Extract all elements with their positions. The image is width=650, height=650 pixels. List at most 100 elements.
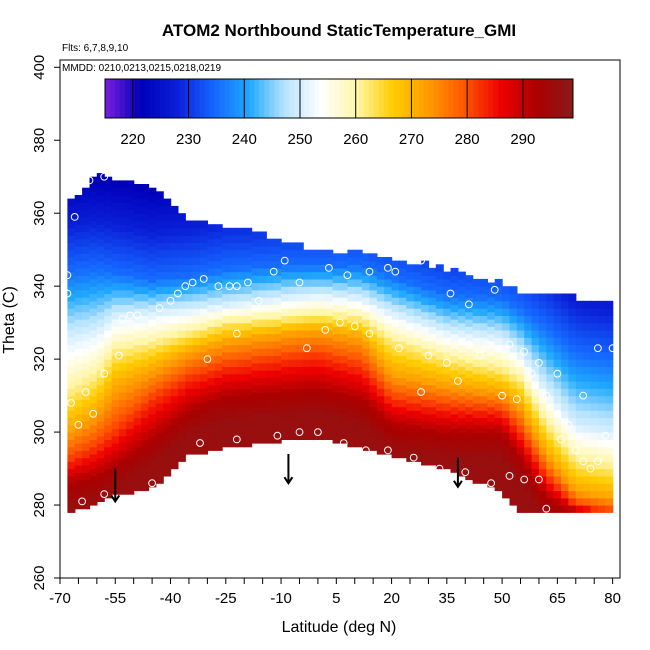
heatmap-cell [185, 220, 194, 229]
heatmap-cell [376, 322, 385, 331]
heatmap-cell [391, 399, 400, 408]
heatmap-cell [200, 366, 208, 375]
heatmap-cell [141, 454, 150, 462]
heatmap-cell [281, 257, 290, 265]
heatmap-cell [516, 497, 525, 506]
colorbar-swatch [443, 79, 450, 118]
heatmap-cell [494, 417, 503, 426]
heatmap-cell [443, 373, 452, 382]
obs-point [280, 256, 289, 265]
heatmap-cell [141, 329, 150, 338]
heatmap-cell [487, 333, 496, 342]
heatmap-cell [575, 366, 584, 375]
heatmap-cell [369, 377, 378, 386]
heatmap-cell [126, 457, 135, 466]
heatmap-cell [67, 286, 76, 295]
heatmap-cell [177, 417, 186, 426]
heatmap-cell [524, 337, 533, 346]
y-tick-label: 340 [31, 274, 48, 299]
heatmap-cell [82, 392, 91, 400]
heatmap-cell [406, 381, 415, 389]
heatmap-cell [332, 267, 341, 276]
heatmap-cell [89, 461, 98, 470]
heatmap-cell [155, 293, 164, 302]
heatmap-cell [524, 468, 533, 477]
heatmap-cell [288, 388, 297, 397]
heatmap-cell [281, 417, 290, 426]
heatmap-cell [340, 319, 348, 327]
heatmap-cell [369, 326, 378, 335]
heatmap-cell [111, 267, 120, 276]
heatmap-cell [222, 359, 231, 367]
heatmap-cell [74, 238, 83, 247]
heatmap-cell [170, 395, 179, 404]
heatmap-cell [96, 253, 105, 262]
heatmap-cell [222, 351, 231, 360]
colorbar-swatch [468, 79, 474, 118]
heatmap-cell [141, 278, 150, 287]
heatmap-cell [398, 340, 407, 349]
heatmap-cell [141, 388, 150, 397]
colorbar-swatch [483, 79, 489, 118]
heatmap-cell [303, 417, 312, 426]
heatmap-cell [185, 257, 194, 265]
heatmap-cell [575, 490, 584, 499]
obs-point [63, 271, 72, 280]
heatmap-cell [177, 446, 186, 455]
heatmap-cell [82, 311, 91, 320]
heatmap-cell [553, 388, 562, 397]
heatmap-cell [170, 235, 179, 243]
heatmap-cell [605, 410, 614, 419]
heatmap-cell [465, 319, 474, 327]
heatmap-cell [67, 271, 76, 280]
heatmap-cell [229, 402, 238, 411]
heatmap-cell [457, 461, 466, 470]
heatmap-cell [133, 198, 142, 207]
heatmap-cell [133, 468, 142, 477]
heatmap-cell [214, 443, 223, 451]
heatmap-cell [177, 410, 186, 419]
heatmap-cell [200, 300, 208, 309]
heatmap-cell [273, 297, 282, 305]
heatmap-cell [288, 278, 297, 287]
heatmap-cell [421, 370, 430, 378]
heatmap-cell [406, 315, 415, 324]
heatmap-cell [118, 370, 127, 378]
heatmap-cell [273, 392, 282, 400]
heatmap-cell [421, 457, 430, 466]
heatmap-cell [487, 377, 496, 386]
heatmap-cell [317, 424, 326, 433]
heatmap-cell [568, 337, 577, 346]
heatmap-cell [384, 329, 393, 338]
colorbar-tick-label: 260 [343, 131, 368, 148]
heatmap-cell [163, 373, 172, 382]
heatmap-cell [494, 468, 503, 477]
heatmap-cell [538, 432, 547, 440]
heatmap-cell [354, 300, 363, 309]
heatmap-cell [126, 384, 135, 393]
heatmap-cell [391, 260, 400, 269]
heatmap-cell [192, 278, 201, 287]
heatmap-cell [229, 424, 238, 433]
heatmap-cell [553, 337, 562, 346]
heatmap-cell [568, 381, 577, 389]
heatmap-cell [96, 224, 105, 233]
heatmap-cell [111, 275, 120, 284]
heatmap-cell [568, 373, 577, 382]
heatmap-cell [96, 202, 105, 211]
heatmap-cell [568, 497, 577, 506]
obs-point [321, 326, 330, 334]
obs-point [81, 388, 90, 396]
heatmap-cell [111, 450, 120, 459]
heatmap-cell [421, 260, 430, 269]
heatmap-cell [118, 486, 127, 495]
heatmap-cell [546, 475, 555, 484]
heatmap-cell [82, 443, 91, 451]
heatmap-cell [141, 432, 150, 440]
heatmap-cell [428, 297, 437, 305]
heatmap-cell [111, 333, 120, 342]
heatmap-cell [177, 337, 186, 346]
heatmap-cell [465, 464, 474, 473]
heatmap-cell [170, 461, 179, 470]
heatmap-cell [531, 490, 540, 499]
